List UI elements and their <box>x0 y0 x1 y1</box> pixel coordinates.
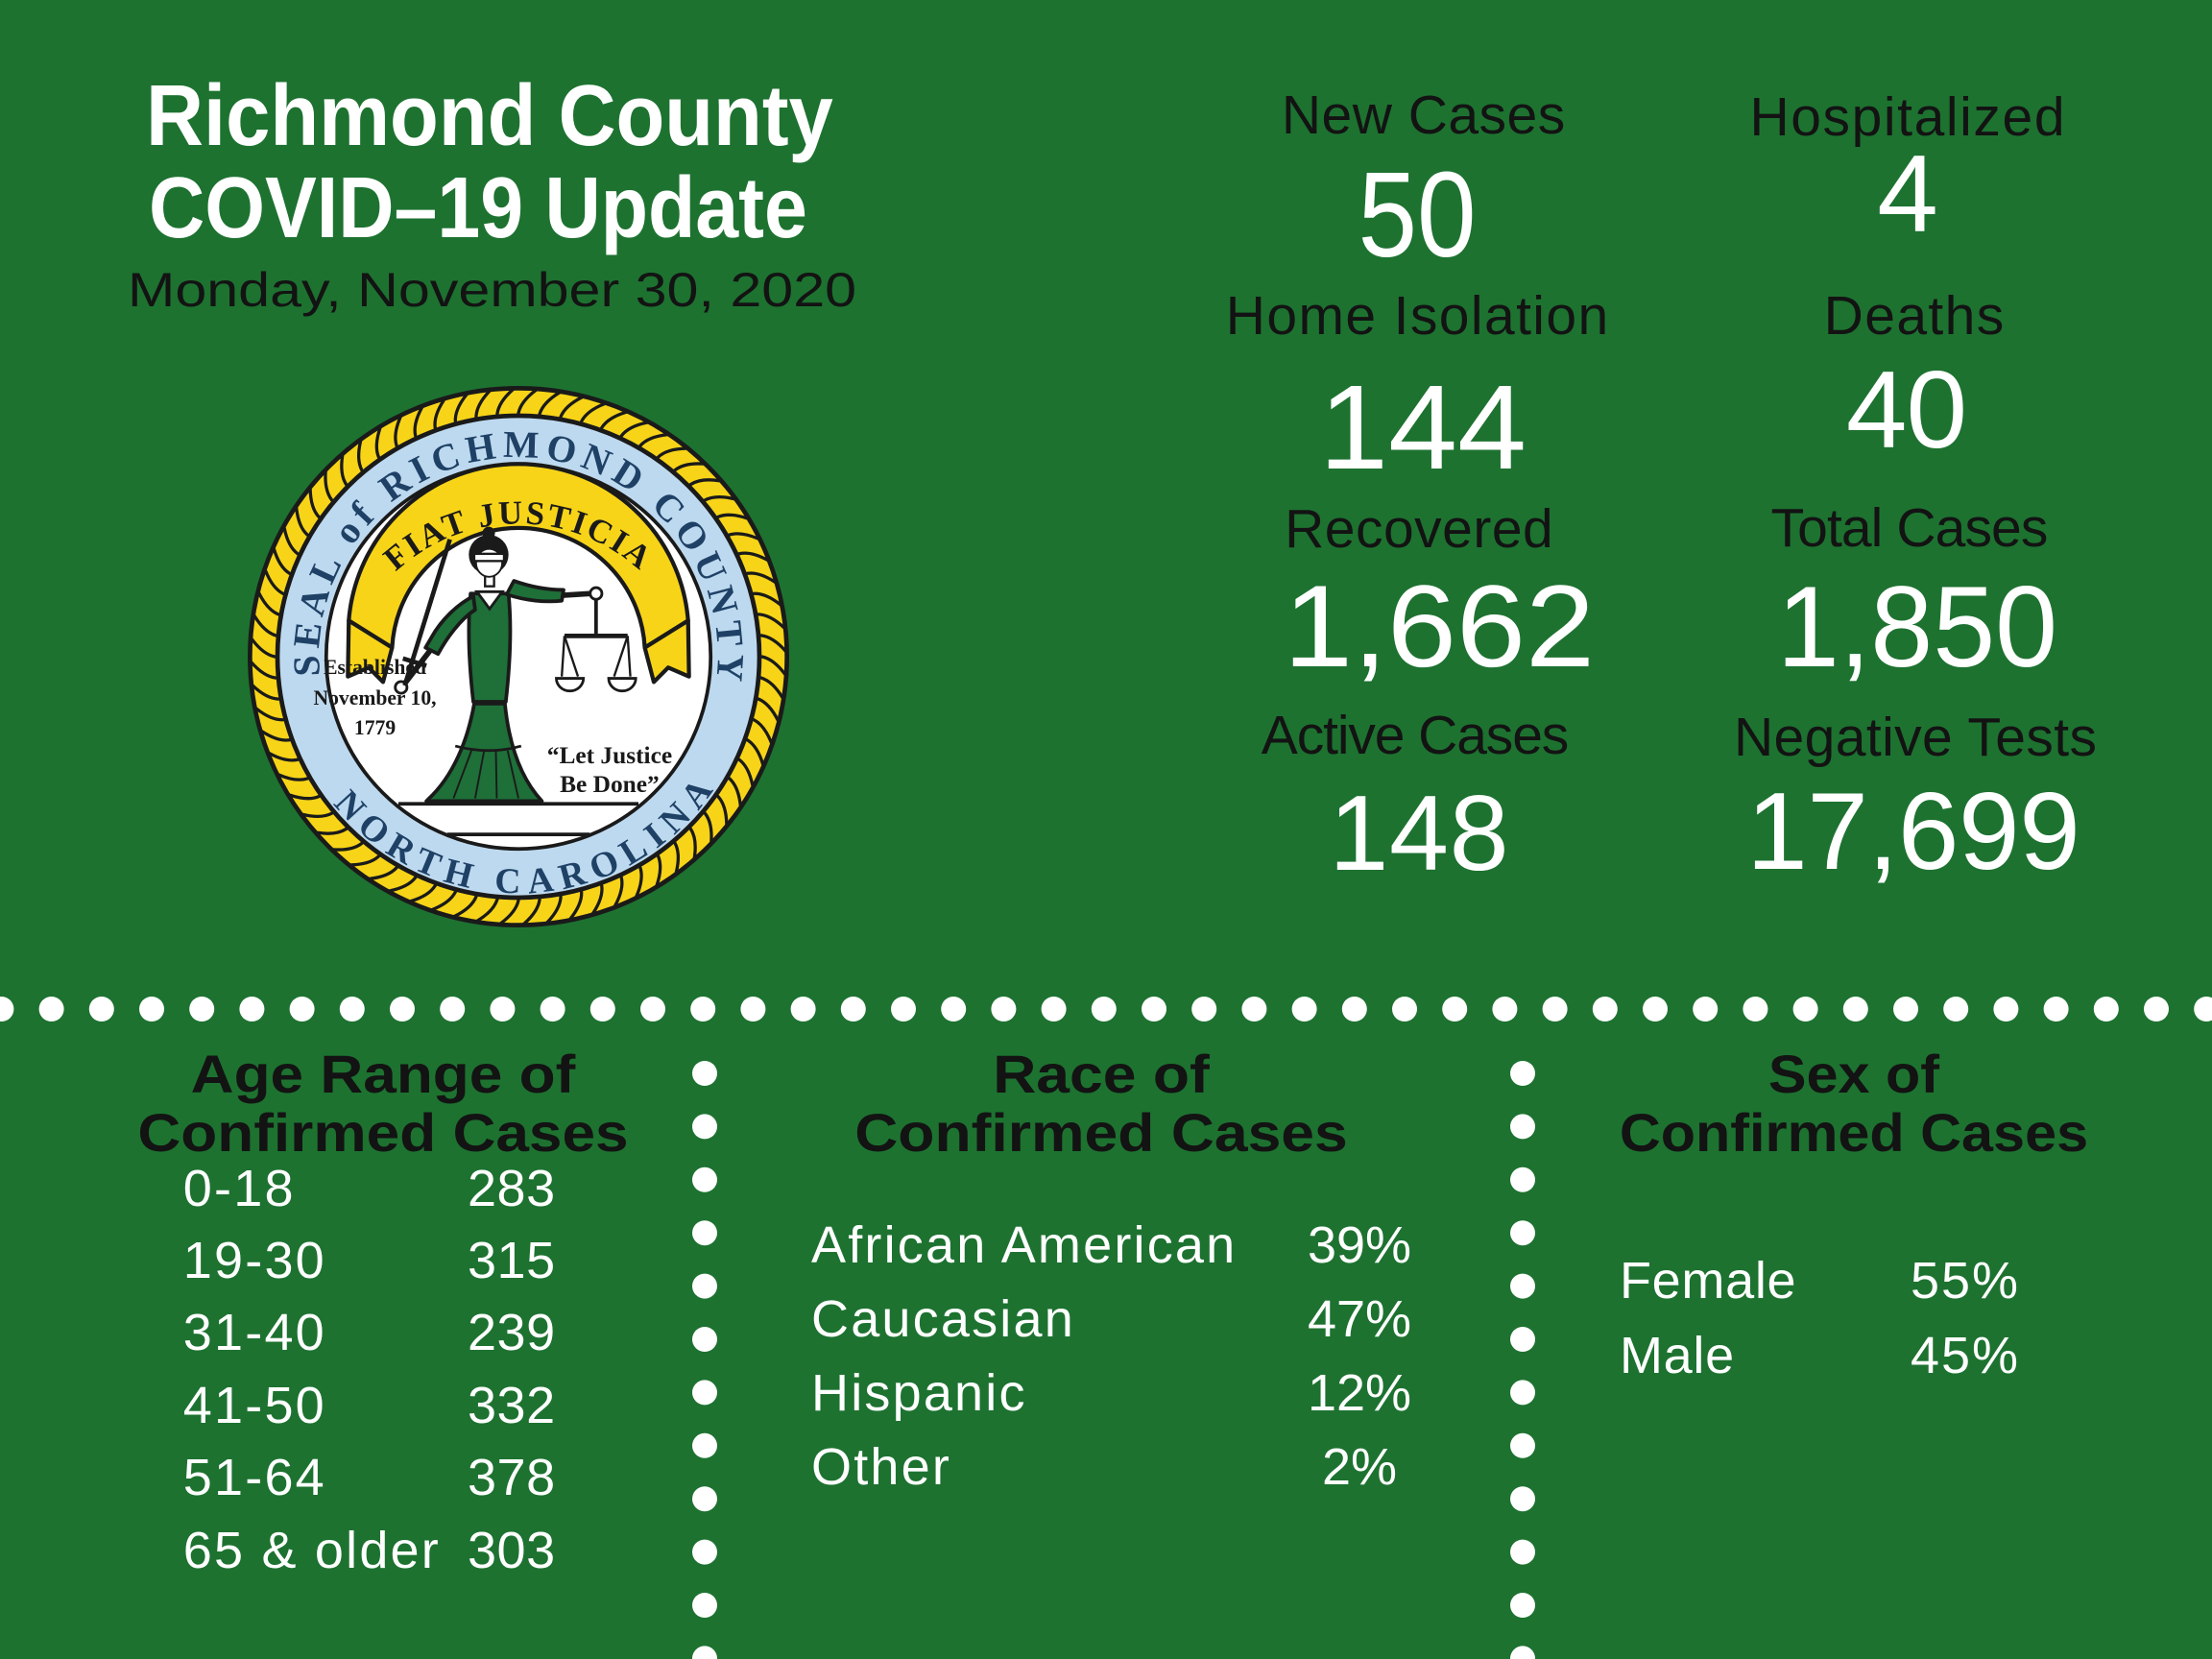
svg-text:Established: Established <box>324 656 426 679</box>
svg-text:November 10,: November 10, <box>314 686 437 709</box>
svg-text:1779: 1779 <box>354 716 396 739</box>
svg-text:Be Done”: Be Done” <box>560 771 660 798</box>
svg-text:“Let Justice: “Let Justice <box>547 742 672 769</box>
